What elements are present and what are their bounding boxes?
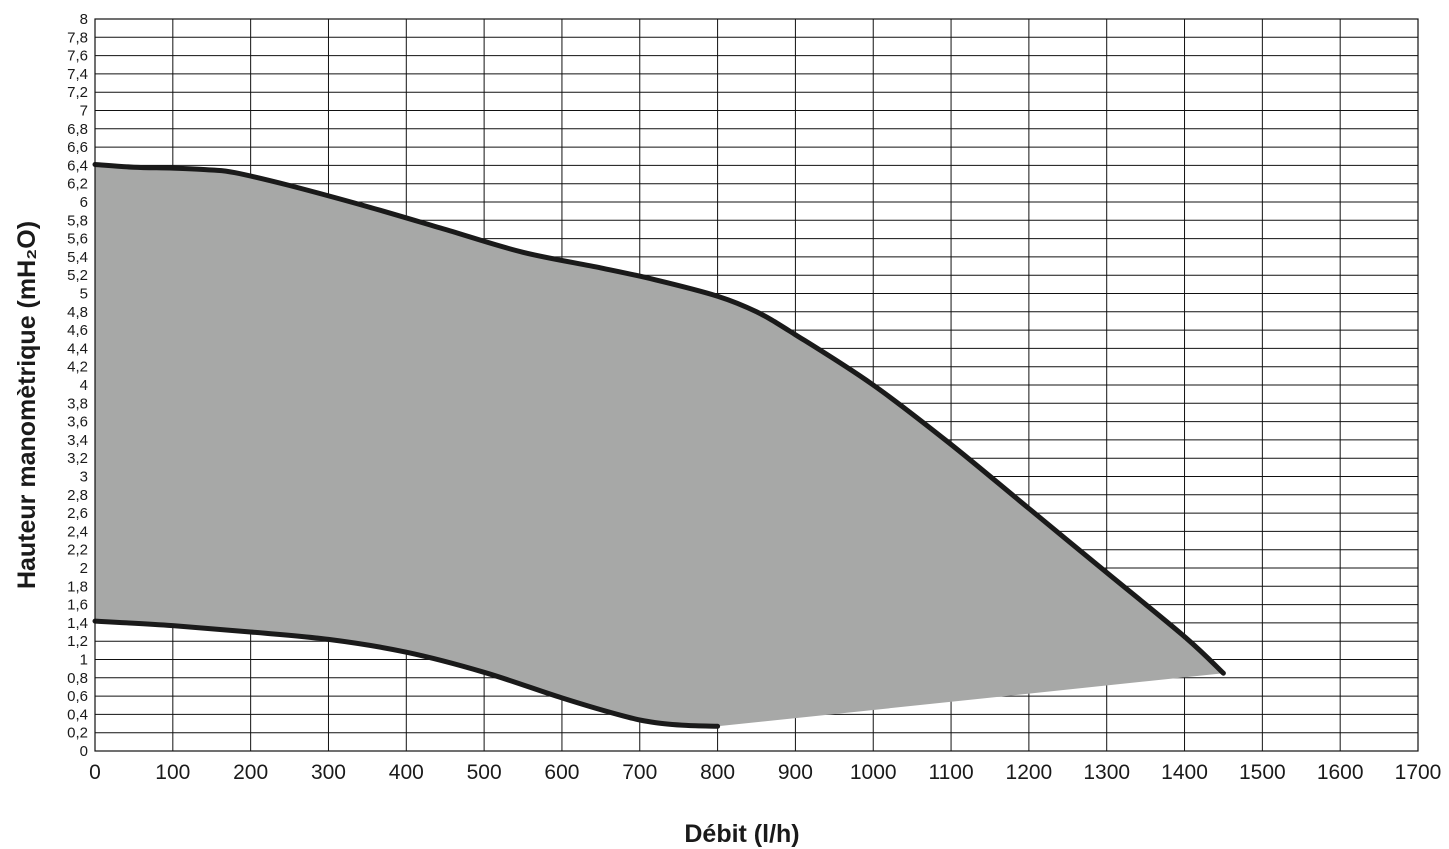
y-tick-label: 6,8 xyxy=(67,121,88,138)
y-tick-label: 4,6 xyxy=(67,322,88,339)
y-tick-label: 1,4 xyxy=(67,615,88,632)
x-axis-label: Débit (l/h) xyxy=(684,820,799,848)
y-tick-label: 3 xyxy=(80,469,88,486)
x-axis-ticks: 0 100 200 300 400 500 600 700 800 900 1000 1100 1200… xyxy=(89,761,1441,784)
y-tick-label: 5,2 xyxy=(67,267,88,284)
y-tick-label: 5,4 xyxy=(67,249,88,266)
y-axis-label: Hauteur manomètrique (mH₂O) xyxy=(13,221,41,589)
y-tick-label: 7,2 xyxy=(67,84,88,101)
y-tick-label: 5 xyxy=(80,286,88,303)
x-tick-label: 800 xyxy=(700,761,735,784)
y-tick-label: 2 xyxy=(80,560,88,577)
y-tick-label: 2,2 xyxy=(67,542,88,559)
y-tick-label: 6 xyxy=(80,194,88,211)
y-tick-label: 0,2 xyxy=(67,725,88,742)
operating-range-area xyxy=(95,164,1224,727)
x-tick-label: 600 xyxy=(544,761,579,784)
x-tick-label: 900 xyxy=(778,761,813,784)
y-tick-label: 4,2 xyxy=(67,359,88,376)
y-tick-label: 1,2 xyxy=(67,633,88,650)
y-tick-label: 2,8 xyxy=(67,487,88,504)
y-tick-label: 0,4 xyxy=(67,706,88,723)
y-tick-label: 6,4 xyxy=(67,157,88,174)
x-tick-label: 400 xyxy=(389,761,424,784)
y-tick-label: 7,4 xyxy=(67,66,88,83)
y-tick-label: 1,6 xyxy=(67,597,88,614)
x-tick-label: 200 xyxy=(233,761,268,784)
y-tick-label: 0,6 xyxy=(67,688,88,705)
x-tick-label: 1600 xyxy=(1317,761,1364,784)
x-tick-label: 500 xyxy=(467,761,502,784)
plot-frame xyxy=(94,18,1419,752)
y-tick-label: 5,8 xyxy=(67,212,88,229)
y-tick-label: 4,8 xyxy=(67,304,88,321)
y-tick-label: 7,8 xyxy=(67,29,88,46)
y-axis-ticks: 00,20,40,60,811,21,41,61,822,22,42,62,83… xyxy=(67,11,88,760)
y-tick-label: 7 xyxy=(80,103,88,120)
upper-curve-line xyxy=(92,162,1226,676)
x-tick-label: 700 xyxy=(622,761,657,784)
y-tick-label: 7,6 xyxy=(67,48,88,65)
x-tick-label: 100 xyxy=(155,761,190,784)
x-tick-label: 0 xyxy=(89,761,101,784)
y-tick-label: 3,8 xyxy=(67,395,88,412)
y-tick-label: 6,6 xyxy=(67,139,88,156)
y-tick-label: 1 xyxy=(80,652,88,669)
y-tick-label: 4,4 xyxy=(67,340,88,357)
y-tick-label: 4 xyxy=(80,377,88,394)
y-tick-label: 3,6 xyxy=(67,414,88,431)
x-tick-label: 1700 xyxy=(1395,761,1442,784)
y-tick-label: 0 xyxy=(80,743,88,760)
y-tick-label: 8 xyxy=(80,11,88,28)
y-tick-label: 1,8 xyxy=(67,578,88,595)
lower-curve-line xyxy=(92,618,721,729)
x-tick-label: 1200 xyxy=(1006,761,1053,784)
y-tick-label: 3,2 xyxy=(67,450,88,467)
y-tick-label: 6,2 xyxy=(67,176,88,193)
y-tick-label: 2,4 xyxy=(67,523,88,540)
x-tick-label: 1300 xyxy=(1083,761,1130,784)
x-tick-label: 1400 xyxy=(1161,761,1208,784)
x-tick-label: 1100 xyxy=(928,761,973,784)
x-tick-label: 1500 xyxy=(1239,761,1286,784)
y-tick-label: 0,8 xyxy=(67,670,88,687)
x-tick-label: 1000 xyxy=(850,761,897,784)
y-tick-label: 3,4 xyxy=(67,432,88,449)
y-tick-label: 2,6 xyxy=(67,505,88,522)
x-tick-label: 300 xyxy=(311,761,346,784)
y-tick-label: 5,6 xyxy=(67,231,88,248)
